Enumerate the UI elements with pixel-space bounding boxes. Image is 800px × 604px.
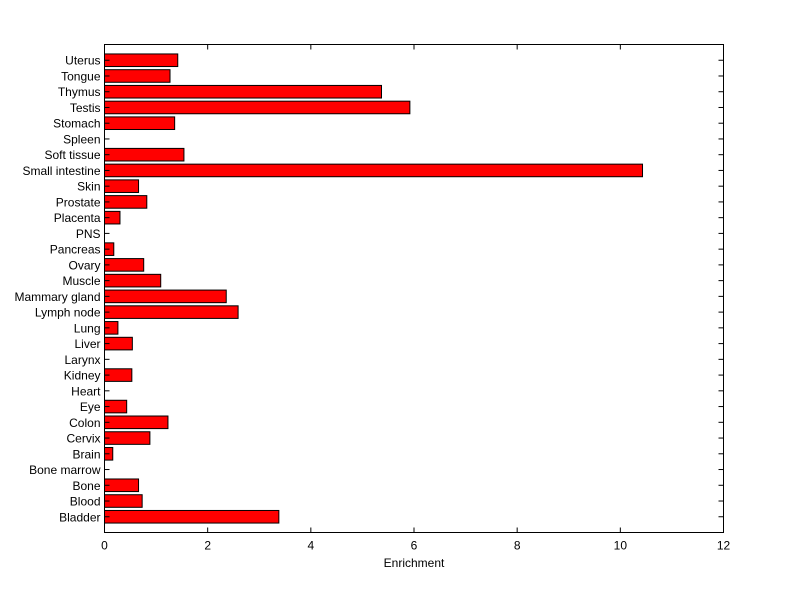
plot-area-frame [104,44,724,533]
bar-bladder [104,509,280,524]
bar-tongue [104,69,171,83]
y-tick-label: PNS [76,227,101,241]
bar-stomach [104,116,176,131]
bar-small-intestine [104,163,644,178]
bar-colon [104,415,169,430]
bar-thymus [104,84,383,99]
bar-skin [104,179,140,193]
bar-ovary [104,258,145,272]
y-tick-label: Ovary [68,258,100,272]
y-tick-label: Liver [74,337,100,351]
bar-muscle [104,273,162,288]
bar-soft-tissue [104,147,185,162]
bar-prostate [104,195,148,209]
bar-blood [104,494,143,508]
y-tick-label: Cervix [66,432,100,446]
y-tick-label: Colon [69,416,100,430]
x-tick-label: 4 [307,539,314,553]
bar-lymph-node [104,305,239,319]
y-tick-label: Larynx [64,353,100,367]
y-tick-label: Bone marrow [29,463,101,477]
y-tick-label: Brain [72,447,100,461]
bar-cervix [104,431,151,445]
y-tick-label: Mammary gland [14,290,100,304]
bar-testis [104,100,411,115]
y-tick-label: Tongue [61,69,101,83]
x-tick-label: 0 [101,539,108,553]
x-tick-label: 12 [717,539,731,553]
x-tick-label: 6 [411,539,418,553]
y-tick-label: Lung [74,321,101,335]
y-tick-label: Heart [71,384,101,398]
y-tick-label: Kidney [64,369,101,383]
y-tick-label: Prostate [56,195,101,209]
bar-mammary-gland [104,289,227,304]
y-tick-label: Placenta [54,211,101,225]
y-tick-label: Blood [70,495,101,509]
y-tick-label: Bladder [59,510,100,524]
y-tick-label: Uterus [65,54,100,68]
y-tick-label: Small intestine [22,164,100,178]
x-tick-label: 8 [514,539,521,553]
y-tick-label: Spleen [63,132,100,146]
y-tick-label: Stomach [53,117,100,131]
y-tick-label: Bone [72,479,100,493]
bar-bone [104,478,140,493]
x-axis-label: Enrichment [384,556,445,570]
y-tick-label: Muscle [62,274,100,288]
y-tick-label: Lymph node [35,306,101,320]
y-tick-label: Skin [77,180,100,194]
y-tick-label: Soft tissue [44,148,100,162]
y-tick-label: Eye [80,400,101,414]
y-tick-label: Pancreas [50,243,101,257]
x-tick-label: 10 [614,539,628,553]
x-ticks-layer: 0 2 4 6 8 10 12 [101,44,731,553]
y-tick-label: Thymus [58,85,101,99]
bar-uterus [104,53,179,68]
x-tick-label: 2 [204,539,211,553]
y-tick-label: Testis [70,101,101,115]
